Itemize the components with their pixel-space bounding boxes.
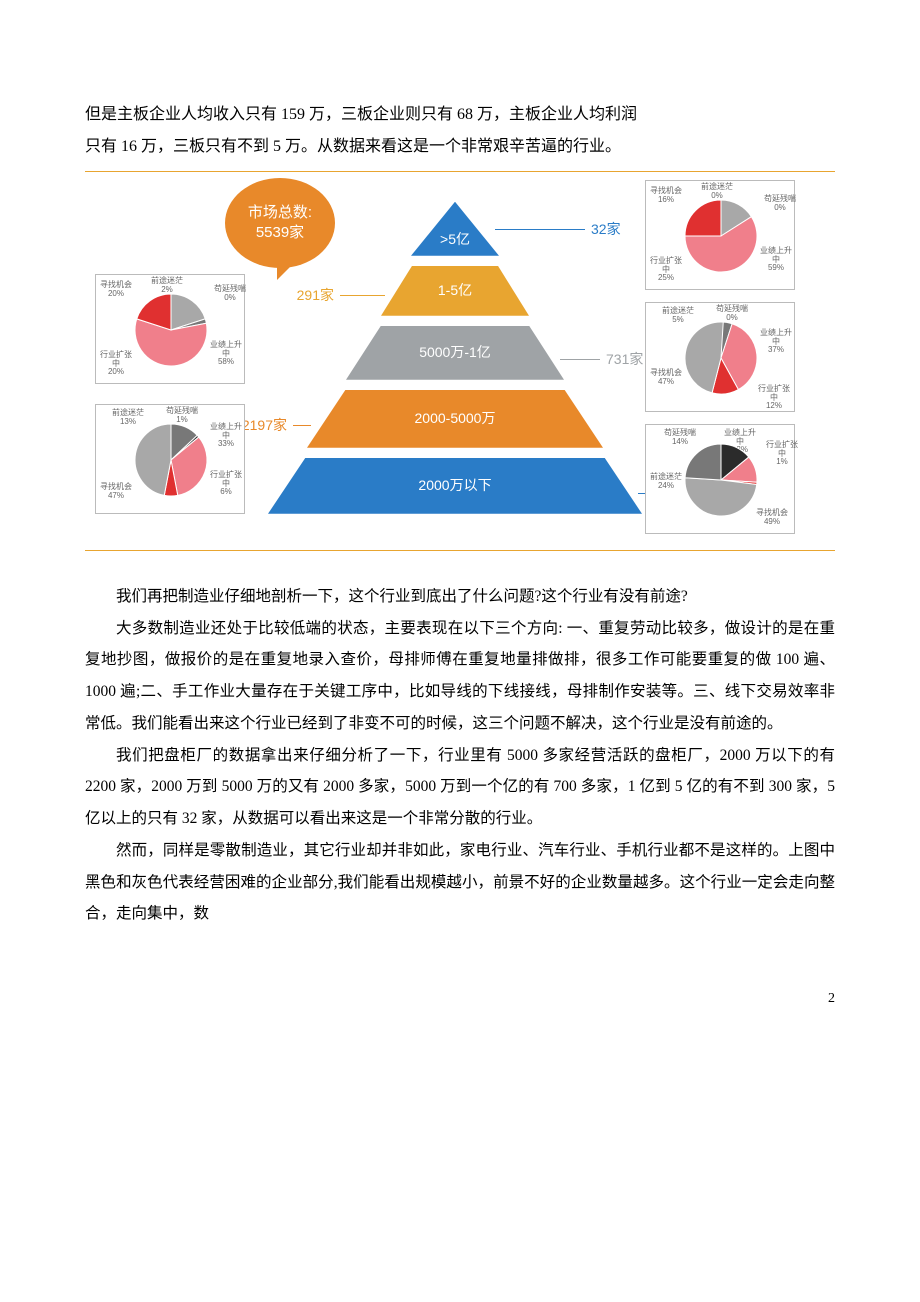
pie-slice-label: 行业扩张中6%	[210, 471, 242, 497]
pie-slice-label: 业绩上升中58%	[210, 341, 242, 367]
pie-chart: 前途迷茫5%苟延残喘0%业绩上升中37%行业扩张中12%寻找机会47%	[645, 302, 795, 412]
body-paragraph: 我们再把制造业仔细地剖析一下，这个行业到底出了什么问题?这个行业有没有前途?	[85, 581, 835, 613]
pyramid-tier: 5000万-1亿	[346, 326, 564, 380]
pie-slice-label: 寻找机会20%	[100, 281, 132, 299]
body-text: 我们再把制造业仔细地剖析一下，这个行业到底出了什么问题?这个行业有没有前途?大多…	[85, 581, 835, 930]
tier-count-label: 32家	[495, 216, 621, 243]
pie-chart: 寻找机会16%前途迷茫0%苟延残喘0%业绩上升中59%行业扩张中25%	[645, 180, 795, 290]
pie-slice-label: 苟延残喘0%	[214, 285, 246, 303]
intro-text-1: 但是主板企业人均收入只有 159 万，三板企业则只有 68 万，主板企业人均利润	[85, 100, 835, 130]
tier-count-label: 731家	[560, 346, 643, 373]
tier-count-label: 2197家	[242, 412, 311, 439]
pie-slice-label: 业绩上升中37%	[760, 329, 792, 355]
pie-slice-label: 寻找机会47%	[100, 483, 132, 501]
intro-text-2: 只有 16 万，三板只有不到 5 万。从数据来看这是一个非常艰辛苦逼的行业。	[85, 132, 835, 162]
body-paragraph: 然而，同样是零散制造业，其它行业却并非如此，家电行业、汽车行业、手机行业都不是这…	[85, 835, 835, 930]
pie-chart: 寻找机会20%前途迷茫2%苟延残喘0%业绩上升中58%行业扩张中20%	[95, 274, 245, 384]
pie-slice-label: 寻找机会47%	[650, 369, 682, 387]
pie-slice-label: 行业扩张中1%	[766, 441, 798, 467]
pie-chart: 苟延残喘14%业绩上升中12%行业扩张中1%寻找机会49%前途迷茫24%	[645, 424, 795, 534]
pie-slice-label: 行业扩张中25%	[650, 257, 682, 283]
pie-slice-label: 行业扩张中12%	[758, 385, 790, 411]
market-pyramid-infographic: 市场总数:5539家 >5亿32家 1-5亿291家 5000万-1亿731家 2000…	[85, 171, 835, 551]
pie-chart: 前途迷茫13%苟延残喘1%业绩上升中33%行业扩张中6%寻找机会47%	[95, 404, 245, 514]
pie-slice-label: 寻找机会49%	[756, 509, 788, 527]
pyramid-tier: 2000-5000万	[307, 390, 603, 448]
pie-slice-label: 行业扩张中20%	[100, 351, 132, 377]
pyramid-tier: 2000万以下	[268, 458, 642, 514]
pie-slice-label: 业绩上升中33%	[210, 423, 242, 449]
pie-slice-label: 业绩上升中59%	[760, 247, 792, 273]
market-total-bubble: 市场总数:5539家	[225, 178, 335, 268]
pie-slice-label: 寻找机会16%	[650, 187, 682, 205]
page-number: 2	[85, 986, 835, 1013]
pyramid-tier: 1-5亿	[381, 266, 529, 316]
pyramid-tier: >5亿	[411, 202, 499, 256]
body-paragraph: 大多数制造业还处于比较低端的状态，主要表现在以下三个方向: 一、重复劳动比较多，…	[85, 613, 835, 740]
pie-slice-label: 前途迷茫24%	[650, 473, 682, 491]
body-paragraph: 我们把盘柜厂的数据拿出来仔细分析了一下，行业里有 5000 多家经营活跃的盘柜厂…	[85, 740, 835, 835]
tier-count-label: 291家	[297, 282, 385, 309]
pie-slice-label: 苟延残喘0%	[764, 195, 796, 213]
